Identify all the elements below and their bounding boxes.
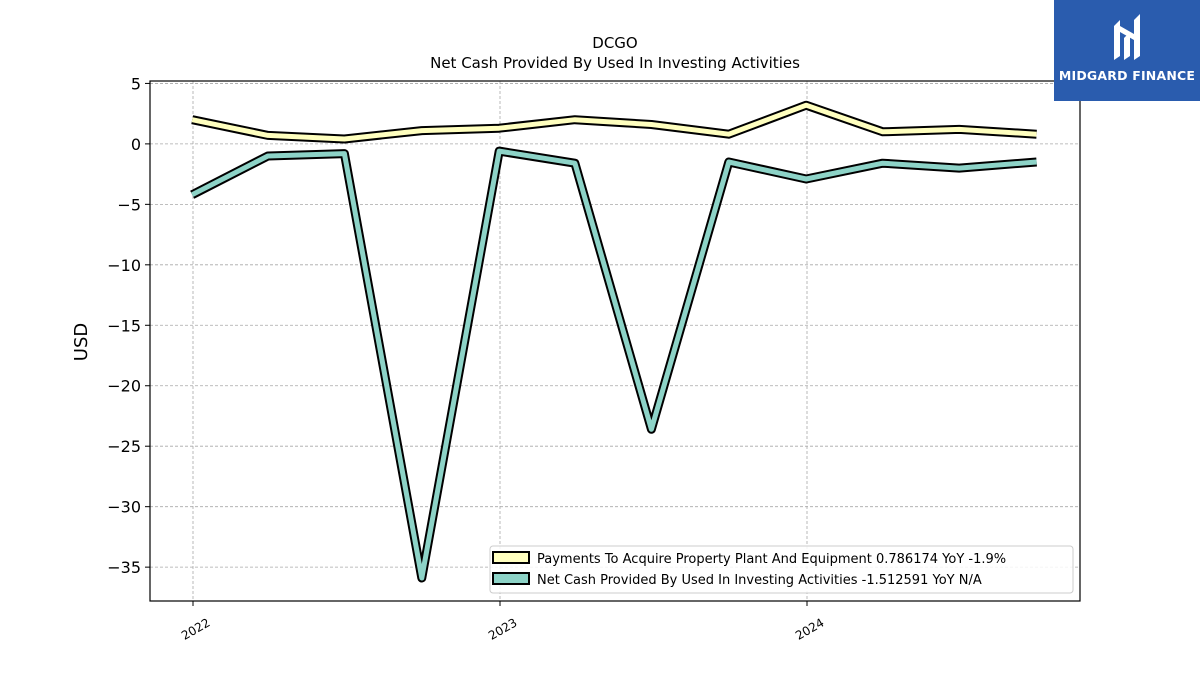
y-axis-label: USD xyxy=(71,323,92,361)
x-tick-label: 2024 xyxy=(793,615,826,642)
y-tick-label: −20 xyxy=(107,377,141,396)
chart-title: DCGO xyxy=(592,34,637,52)
legend-swatch-investing xyxy=(492,572,530,585)
legend-swatch-capex xyxy=(492,551,530,564)
legend-label-investing: Net Cash Provided By Used In Investing A… xyxy=(537,573,982,588)
series-line-capex xyxy=(191,102,1037,142)
y-axis: 5 0 −5 −10 −15 −20 −25 −30 −35 xyxy=(107,74,150,577)
y-tick-label: −10 xyxy=(107,256,141,275)
y-tick-label: 5 xyxy=(131,74,141,93)
y-tick-label: −15 xyxy=(107,316,141,335)
series-group xyxy=(190,100,1037,583)
y-tick-label: −30 xyxy=(107,498,141,517)
plot-frame xyxy=(149,80,1081,602)
y-tick-label: −5 xyxy=(117,195,141,214)
legend-box xyxy=(489,545,1074,594)
legend-label-capex: Payments To Acquire Property Plant And E… xyxy=(537,552,1006,567)
y-tick-label: 0 xyxy=(131,135,141,154)
legend: Payments To Acquire Property Plant And E… xyxy=(489,545,1074,594)
y-tick-label: −25 xyxy=(107,437,141,456)
x-tick-label: 2022 xyxy=(179,615,212,642)
series-line-investing xyxy=(191,148,1037,581)
brand-name: MIDGARD FINANCE xyxy=(1058,68,1196,83)
y-tick-label: −35 xyxy=(107,558,141,577)
chart-subtitle: Net Cash Provided By Used In Investing A… xyxy=(430,54,800,72)
x-axis: 2022 2023 2024 xyxy=(179,601,827,643)
x-tick-label: 2023 xyxy=(486,615,519,642)
brand-logo: MIDGARD FINANCE xyxy=(1054,0,1200,101)
series-line-investing-outline xyxy=(190,146,1037,583)
midgard-logo-icon xyxy=(1114,14,1140,60)
